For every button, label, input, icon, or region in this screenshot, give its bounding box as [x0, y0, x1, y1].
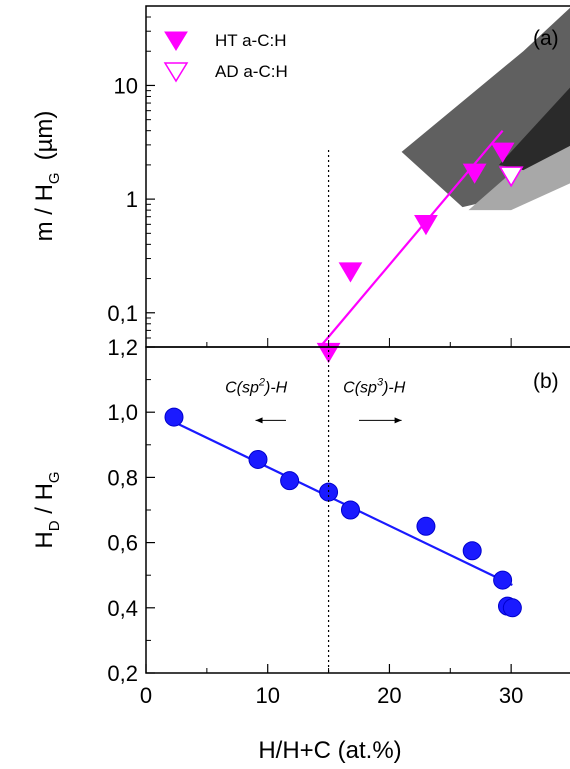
y-tick-label-b-1: 0,4: [107, 596, 138, 621]
panel-label-a: (a): [533, 27, 559, 50]
legend-marker-filled-triangle: [164, 31, 188, 51]
y-label-main-a: m / H: [31, 184, 58, 241]
y-tick-label-b-4: 1,0: [107, 400, 138, 425]
y-tick-label-b-3: 0,8: [107, 465, 138, 490]
hd-hg-point-9: [502, 598, 522, 618]
y-label-sub2-b: G: [46, 471, 63, 483]
y-tick-label-b-2: 0,6: [107, 531, 138, 556]
svg-text:HD / HG: HD / HG: [31, 471, 63, 548]
y-tick-label-b-5: 1,2: [107, 335, 138, 360]
panel-b: C(sp2)-H C(sp3)-H 0,2 0,4 0,6 0,8 1,0 1,2 0 10 2…: [31, 335, 570, 764]
hd-hg-point-6: [462, 541, 482, 561]
legend-item-ad: AD a-C:H: [163, 62, 288, 83]
regime-label-0: C(sp2)-H: [225, 377, 288, 397]
shaded-region-2: [499, 87, 570, 171]
hd-hg-point-7: [493, 570, 513, 590]
regime-arrowhead-1: [394, 417, 402, 424]
fit-line-b: [173, 420, 513, 586]
fit-line-b-segment: [173, 420, 513, 586]
y-tick-label-a-2: 10: [114, 73, 138, 98]
x-ticks-b: 0 10 20 30: [140, 338, 523, 708]
hd-hg-point-5: [416, 516, 436, 536]
hd-hg-point-2: [280, 471, 300, 491]
y-label-unit-a: (µm): [31, 111, 58, 161]
legend-label-ad: AD a-C:H: [215, 62, 288, 81]
hd-hg-point-0: [164, 407, 184, 427]
points-a: [316, 142, 524, 364]
y-tick-label-a-0: 0,1: [107, 301, 138, 326]
legend: HT a-C:H AD a-C:H: [163, 31, 288, 83]
ht-point-3: [462, 163, 487, 184]
y-ticks-a: 0,1 1 10: [107, 5, 155, 348]
legend-item-ht: HT a-C:H: [164, 31, 286, 51]
ht-point-1: [338, 262, 363, 283]
x-axis-title: H/H+C (at.%): [258, 737, 401, 764]
y-ticks-b: 0,2 0,4 0,6 0,8 1,0 1,2: [107, 335, 155, 686]
legend-marker-open-triangle: [163, 62, 189, 83]
plot-frame-b: [145, 346, 570, 674]
fit-line-a-segment: [319, 129, 504, 348]
x-tick-label-0: 0: [140, 683, 152, 708]
regime-label-1: C(sp3)-H: [343, 377, 406, 397]
y-axis-title-a: m / HG (µm): [31, 111, 63, 242]
panel-label-b: (b): [533, 370, 559, 393]
legend-label-ht: HT a-C:H: [215, 31, 286, 50]
points-b: [164, 407, 522, 618]
regime-arrowhead-0: [255, 417, 263, 424]
ad-point-0: [498, 166, 524, 188]
hd-hg-point-1: [248, 449, 268, 469]
ht-point-4: [490, 142, 515, 163]
regime-annotations: C(sp2)-H C(sp3)-H: [225, 377, 406, 424]
fit-line-a: [319, 129, 504, 348]
shaded-regions: [401, 7, 570, 211]
y-label-sub1-b: D: [46, 520, 63, 531]
y-axis-title-b: HD / HG: [31, 471, 63, 548]
y-tick-label-a-1: 1: [126, 187, 138, 212]
ht-point-2: [414, 215, 438, 236]
x-tick-label-1: 10: [255, 683, 279, 708]
svg-text:m / HG(µm): m / HG (µm): [31, 111, 63, 242]
y-label-mid-b: / H: [31, 483, 58, 520]
y-tick-label-b-0: 0,2: [107, 661, 138, 686]
hd-hg-point-4: [340, 500, 360, 520]
x-tick-label-2: 20: [377, 683, 401, 708]
panel-a: 0,1 1 10 m / HG (µm) HT a-C:H AD a-C:H (a): [31, 5, 570, 364]
y-label-main-b: H: [31, 531, 58, 548]
y-label-sub-a: G: [46, 172, 63, 184]
x-tick-label-3: 30: [499, 683, 523, 708]
